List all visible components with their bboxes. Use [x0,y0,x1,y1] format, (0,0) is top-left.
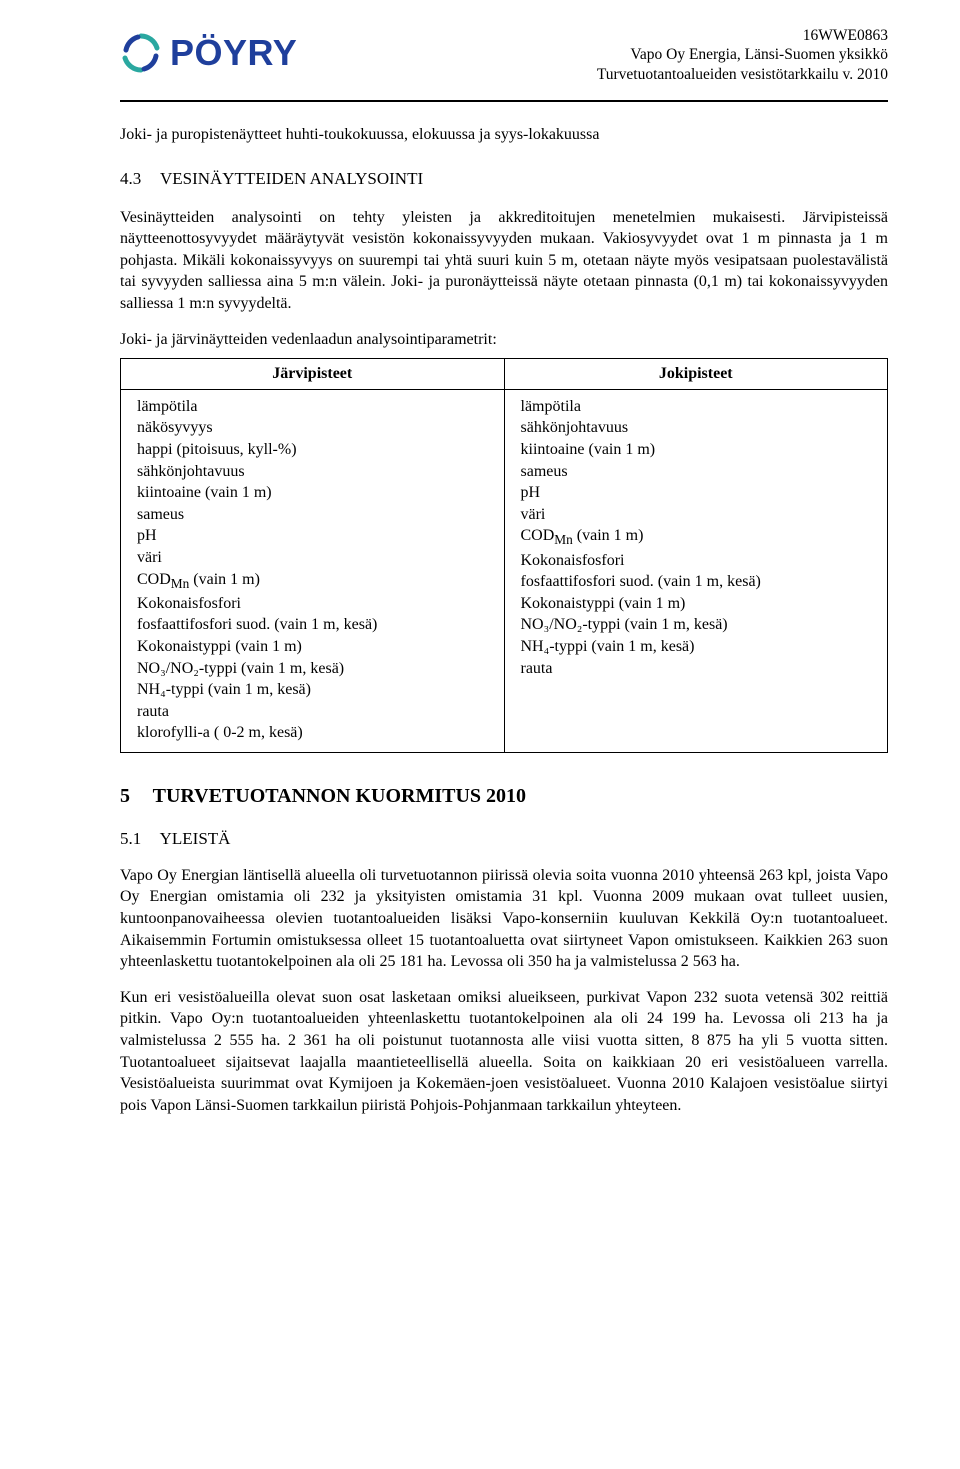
section-5-1-num: 5.1 [120,828,156,851]
param-row: näkösyvyys [131,417,494,439]
param-table-col1-cell: lämpötilanäkösyvyyshappi (pitoisuus, kyl… [121,389,505,752]
param-row: fosfaattifosfori suod. (vain 1 m, kesä) [515,571,878,593]
param-row: Kokonaisfosfori [515,550,878,572]
param-row: Kokonaistyppi (vain 1 m) [131,636,494,658]
param-row: NO₃/NO₂-typpi (vain 1 m, kesä) [515,614,878,636]
header-line-2: Vapo Oy Energia, Länsi-Suomen yksikkö [597,45,888,64]
section-4-3-heading: 4.3 VESINÄYTTEIDEN ANALYSOINTI [120,168,888,191]
chapter-5-num: 5 [120,783,148,810]
param-row: NH₄-typpi (vain 1 m, kesä) [515,636,878,658]
param-table-col2-cell: lämpötilasähkönjohtavuuskiintoaine (vain… [504,389,888,752]
header-line-1: 16WWE0863 [597,26,888,45]
param-row: NO₃/NO₂-typpi (vain 1 m, kesä) [131,658,494,680]
section-5-1-p2: Kun eri vesistöalueilla olevat suon osat… [120,987,888,1117]
param-row: sähkönjohtavuus [515,417,878,439]
param-row: sameus [131,504,494,526]
param-row: lämpötila [131,396,494,418]
header-divider [120,100,888,102]
header-line-3: Turvetuotantoalueiden vesistötarkkailu v… [597,65,888,84]
chapter-5-heading: 5 TURVETUOTANNON KUORMITUS 2010 [120,783,888,810]
param-table-col2-list: lämpötilasähkönjohtavuuskiintoaine (vain… [515,396,878,679]
param-row: fosfaattifosfori suod. (vain 1 m, kesä) [131,614,494,636]
param-row: pH [131,525,494,547]
param-row: kiintoaine (vain 1 m) [131,482,494,504]
section-5-1-heading: 5.1 YLEISTÄ [120,828,888,851]
logo-text: PÖYRY [170,35,297,71]
param-row: väri [515,504,878,526]
param-row: väri [131,547,494,569]
page-header: PÖYRY 16WWE0863 Vapo Oy Energia, Länsi-S… [120,26,888,84]
section-5-1-title: YLEISTÄ [160,829,231,848]
section-4-3-num: 4.3 [120,168,156,191]
param-row: rauta [515,658,878,680]
param-table-col1-header: Järvipisteet [121,359,505,390]
section-4-3-title: VESINÄYTTEIDEN ANALYSOINTI [160,169,423,188]
param-table-col2-header: Jokipisteet [504,359,888,390]
param-row: klorofylli-a ( 0-2 m, kesä) [131,722,494,744]
param-row: Kokonaistyppi (vain 1 m) [515,593,878,615]
logo-icon [120,32,162,74]
param-row: kiintoaine (vain 1 m) [515,439,878,461]
param-intro: Joki- ja järvinäytteiden vedenlaadun ana… [120,329,888,351]
intro-line: Joki- ja puropistenäytteet huhti-toukoku… [120,124,888,146]
param-row: rauta [131,701,494,723]
chapter-5-title: TURVETUOTANNON KUORMITUS 2010 [153,785,526,807]
param-table-col1-list: lämpötilanäkösyvyyshappi (pitoisuus, kyl… [131,396,494,744]
param-table: Järvipisteet Jokipisteet lämpötilanäkösy… [120,358,888,753]
param-row: CODMn (vain 1 m) [131,569,494,593]
logo: PÖYRY [120,32,297,74]
header-meta: 16WWE0863 Vapo Oy Energia, Länsi-Suomen … [597,26,888,84]
param-row: happi (pitoisuus, kyll-%) [131,439,494,461]
param-row: sameus [515,461,878,483]
param-row: NH₄-typpi (vain 1 m, kesä) [131,679,494,701]
section-5-1-p1: Vapo Oy Energian läntisellä alueella oli… [120,865,888,973]
param-row: Kokonaisfosfori [131,593,494,615]
section-4-3-body: Vesinäytteiden analysointi on tehty ylei… [120,207,888,315]
param-row: CODMn (vain 1 m) [515,525,878,549]
param-row: sähkönjohtavuus [131,461,494,483]
param-row: pH [515,482,878,504]
param-row: lämpötila [515,396,878,418]
